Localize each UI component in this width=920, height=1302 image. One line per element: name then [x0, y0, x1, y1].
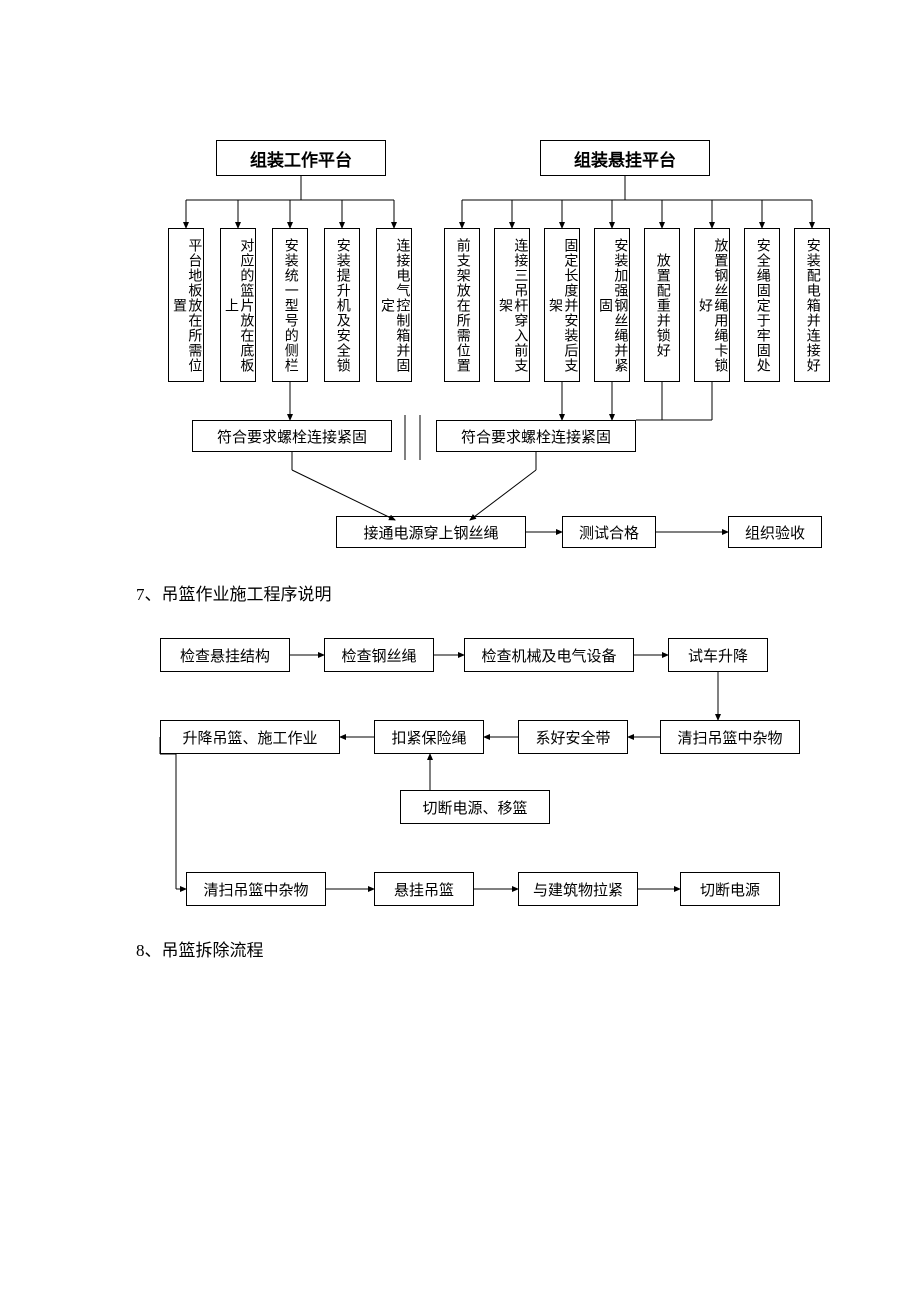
d2-r1c2-label: 检查钢丝绳 — [333, 641, 424, 670]
d1-v2-label: 对应的篮片放在底板上 — [221, 229, 256, 381]
d2-r2c4-label: 清扫吊篮中杂物 — [669, 723, 790, 752]
d2-r2c4: 清扫吊篮中杂物 — [660, 720, 800, 754]
d2-r2c2-label: 扣紧保险绳 — [383, 723, 474, 752]
d1-b3-label: 组织验收 — [737, 518, 813, 547]
d2-r3c3: 与建筑物拉紧 — [518, 872, 638, 906]
d2-r3c4: 切断电源 — [680, 872, 780, 906]
d1-v10-label: 放置配重并锁好 — [652, 249, 671, 362]
d1-v2: 对应的篮片放在底板上 — [220, 228, 256, 382]
d2-r1c3: 检查机械及电气设备 — [464, 638, 634, 672]
d1-v7-label: 连接三吊杆穿入前支架 — [495, 229, 530, 381]
d1-v12-label: 安全绳固定于牢固处 — [752, 234, 771, 377]
d1-v8-label: 固定长度并安装后支架 — [545, 229, 580, 381]
d1-v9-label: 安装加强钢丝绳并紧固 — [595, 229, 630, 381]
heading-8: 8、吊篮拆除流程 — [136, 936, 264, 961]
d2-mid: 切断电源、移篮 — [400, 790, 550, 824]
d1-bolt-right-label: 符合要求螺栓连接紧固 — [453, 422, 619, 451]
d1-v5-label: 连接电气控制箱并固定 — [377, 229, 412, 381]
heading-7: 7、吊篮作业施工程序说明 — [136, 580, 332, 605]
d1-header-right-label: 组装悬挂平台 — [562, 140, 688, 177]
d2-r1c3-label: 检查机械及电气设备 — [473, 641, 624, 670]
d2-r3c3-label: 与建筑物拉紧 — [525, 875, 631, 904]
d1-v10: 放置配重并锁好 — [644, 228, 680, 382]
d2-r1c1: 检查悬挂结构 — [160, 638, 290, 672]
d2-r2c2: 扣紧保险绳 — [374, 720, 484, 754]
d1-b2: 测试合格 — [562, 516, 656, 548]
d1-v3: 安装统一型号的侧栏 — [272, 228, 308, 382]
d1-header-right: 组装悬挂平台 — [540, 140, 710, 176]
d1-b1: 接通电源穿上钢丝绳 — [336, 516, 526, 548]
d1-v5: 连接电气控制箱并固定 — [376, 228, 412, 382]
d1-b2-label: 测试合格 — [571, 518, 647, 547]
heading-8-label: 8、吊篮拆除流程 — [136, 941, 264, 960]
arrows-overlay — [0, 0, 920, 1302]
d1-v4: 安装提升机及安全锁 — [324, 228, 360, 382]
d1-b1-label: 接通电源穿上钢丝绳 — [355, 518, 506, 547]
d1-v13: 安装配电箱并连接好 — [794, 228, 830, 382]
d1-v1-label: 平台地板放在所需位置 — [169, 229, 204, 381]
d2-r3c1-label: 清扫吊篮中杂物 — [195, 875, 316, 904]
d1-v13-label: 安装配电箱并连接好 — [802, 234, 821, 377]
d2-r3c1: 清扫吊篮中杂物 — [186, 872, 326, 906]
d2-r3c2-label: 悬挂吊篮 — [386, 875, 462, 904]
d1-bolt-left-label: 符合要求螺栓连接紧固 — [209, 422, 375, 451]
d1-v4-label: 安装提升机及安全锁 — [332, 234, 351, 377]
d1-b3: 组织验收 — [728, 516, 822, 548]
d1-v7: 连接三吊杆穿入前支架 — [494, 228, 530, 382]
d1-header-left: 组装工作平台 — [216, 140, 386, 176]
d2-r3c4-label: 切断电源 — [692, 875, 768, 904]
d2-r1c4-label: 试车升降 — [680, 641, 756, 670]
d1-v11: 放置钢丝绳用绳卡锁好 — [694, 228, 730, 382]
d1-v11-label: 放置钢丝绳用绳卡锁好 — [695, 229, 730, 381]
d2-r2c1: 升降吊篮、施工作业 — [160, 720, 340, 754]
d2-r2c3-label: 系好安全带 — [527, 723, 618, 752]
d1-v8: 固定长度并安装后支架 — [544, 228, 580, 382]
d1-v3-label: 安装统一型号的侧栏 — [280, 234, 299, 377]
d2-r3c2: 悬挂吊篮 — [374, 872, 474, 906]
d2-r1c4: 试车升降 — [668, 638, 768, 672]
d1-bolt-left: 符合要求螺栓连接紧固 — [192, 420, 392, 452]
d2-r1c2: 检查钢丝绳 — [324, 638, 434, 672]
d1-v12: 安全绳固定于牢固处 — [744, 228, 780, 382]
heading-7-label: 7、吊篮作业施工程序说明 — [136, 585, 332, 604]
d1-v1: 平台地板放在所需位置 — [168, 228, 204, 382]
d1-header-left-label: 组装工作平台 — [238, 140, 364, 177]
d2-r1c1-label: 检查悬挂结构 — [172, 641, 278, 670]
d1-v6-label: 前支架放在所需位置 — [452, 234, 471, 377]
d1-bolt-right: 符合要求螺栓连接紧固 — [436, 420, 636, 452]
d2-r2c1-label: 升降吊篮、施工作业 — [174, 723, 325, 752]
d1-v6: 前支架放在所需位置 — [444, 228, 480, 382]
d1-v9: 安装加强钢丝绳并紧固 — [594, 228, 630, 382]
d2-mid-label: 切断电源、移篮 — [414, 793, 535, 822]
d2-r2c3: 系好安全带 — [518, 720, 628, 754]
